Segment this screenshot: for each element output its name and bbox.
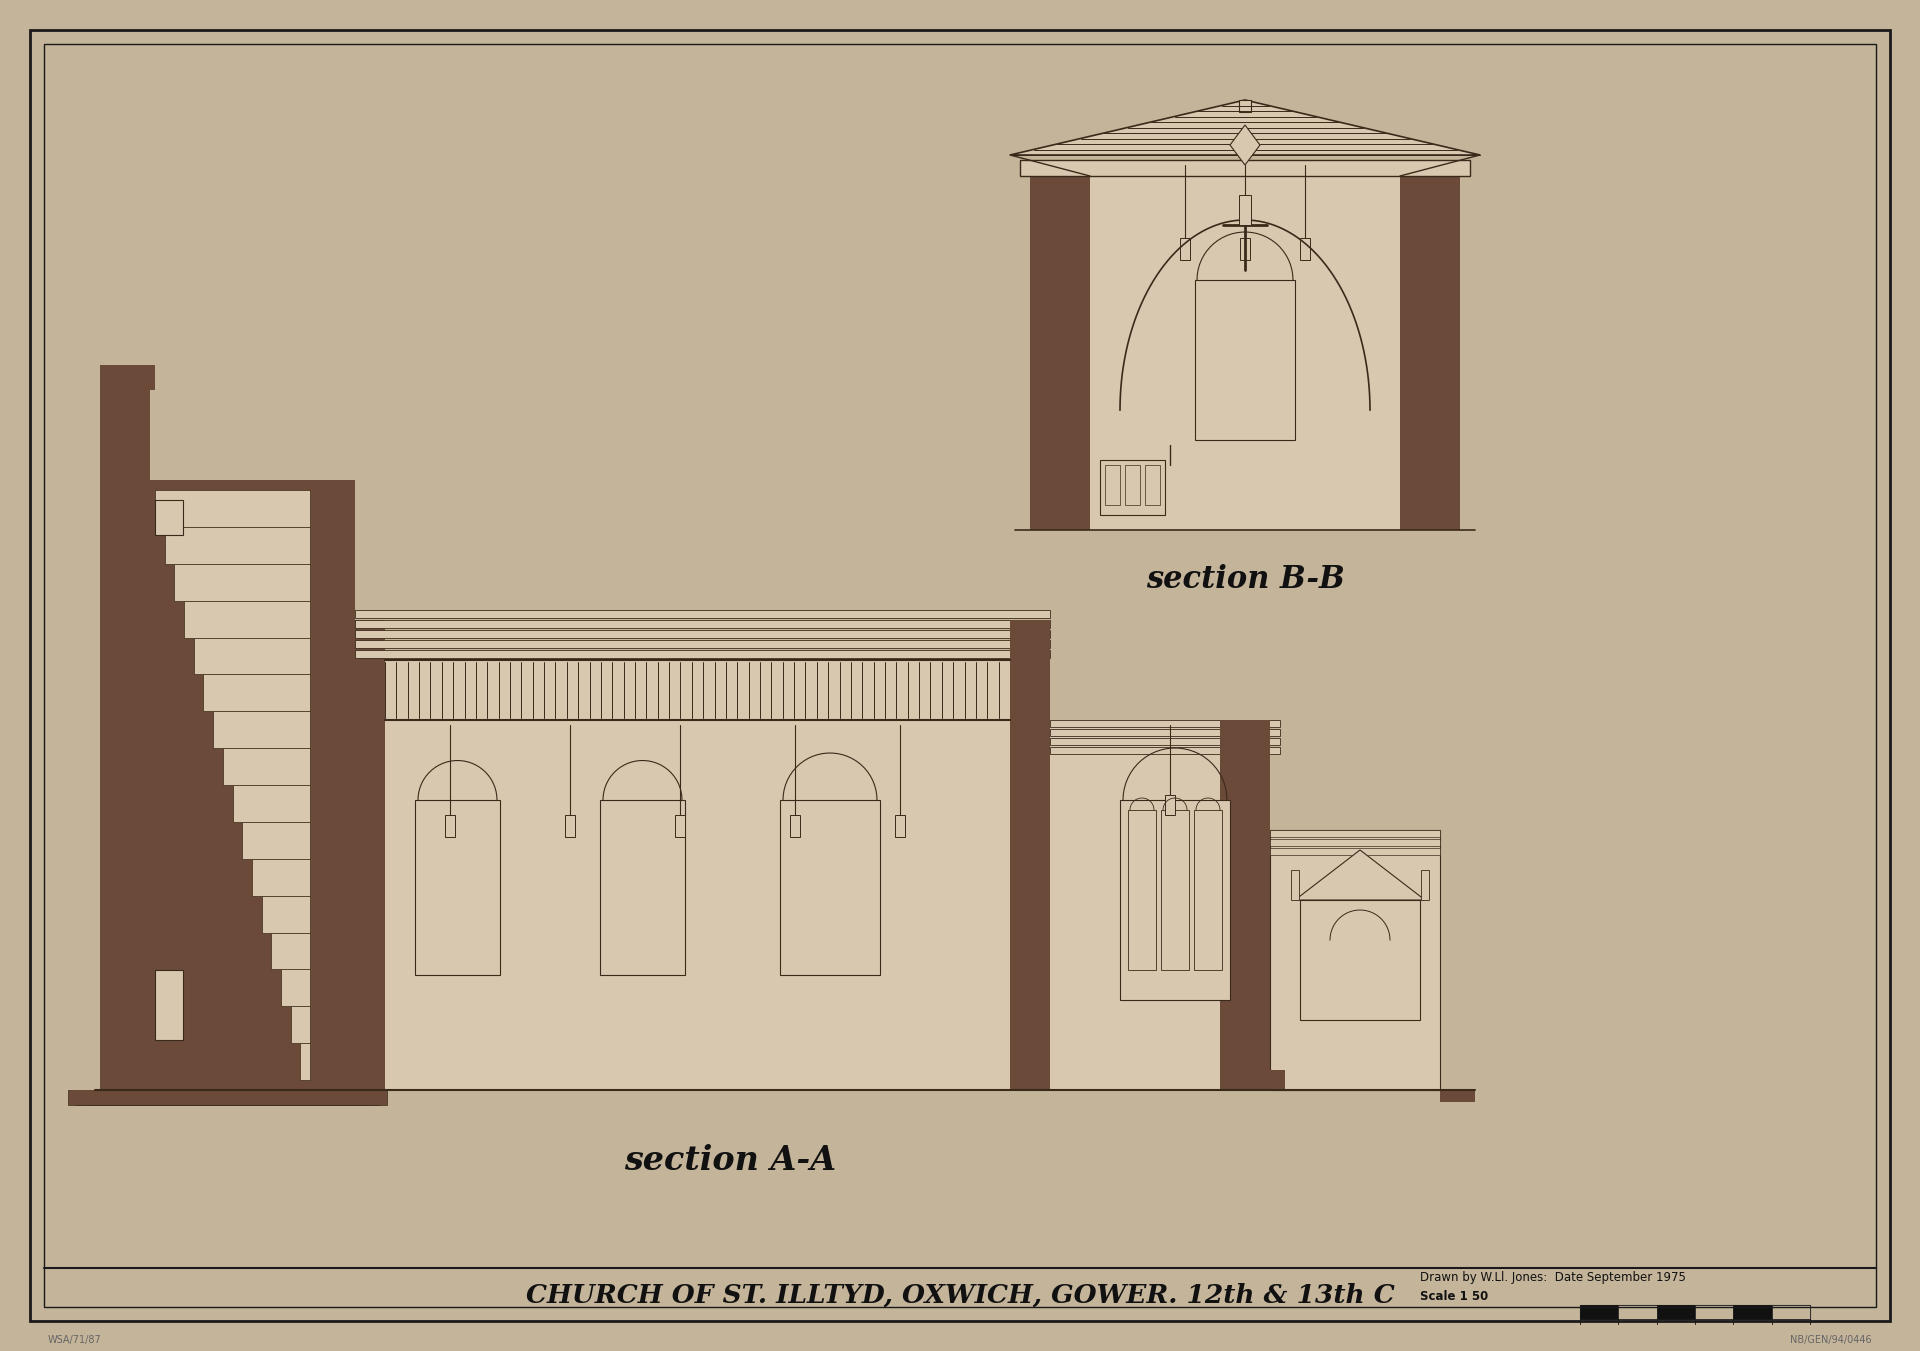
Polygon shape bbox=[1231, 126, 1260, 165]
Bar bbox=[564, 815, 574, 838]
Bar bbox=[780, 800, 879, 975]
Bar bbox=[1181, 238, 1190, 259]
Text: Scale 1 50: Scale 1 50 bbox=[1421, 1290, 1488, 1304]
Bar bbox=[1050, 720, 1281, 727]
Bar bbox=[1091, 159, 1400, 530]
Bar bbox=[100, 365, 156, 390]
Bar bbox=[271, 932, 309, 970]
Bar bbox=[1440, 1090, 1475, 1102]
Bar bbox=[1290, 870, 1300, 900]
Bar bbox=[252, 859, 309, 896]
Bar bbox=[1144, 465, 1160, 505]
Bar bbox=[355, 630, 1050, 638]
Bar bbox=[150, 480, 315, 1090]
Bar bbox=[1165, 794, 1175, 815]
Bar bbox=[67, 1090, 388, 1105]
Bar bbox=[1269, 830, 1440, 1090]
Bar bbox=[1657, 1305, 1695, 1319]
Bar bbox=[165, 527, 309, 563]
Bar bbox=[1020, 159, 1471, 176]
Bar bbox=[1619, 1305, 1657, 1319]
Bar bbox=[1269, 848, 1440, 855]
Bar bbox=[789, 815, 801, 838]
Bar bbox=[1400, 159, 1459, 530]
Bar bbox=[1125, 465, 1140, 505]
Bar bbox=[1240, 238, 1250, 259]
Bar bbox=[184, 601, 309, 638]
Bar bbox=[92, 1090, 363, 1105]
Bar bbox=[1269, 839, 1440, 846]
Bar bbox=[355, 611, 1050, 617]
Bar bbox=[1219, 720, 1269, 1090]
Bar bbox=[1029, 159, 1091, 530]
Polygon shape bbox=[1010, 100, 1480, 155]
Bar bbox=[1421, 870, 1428, 900]
Bar bbox=[1580, 1305, 1811, 1319]
Bar bbox=[1119, 800, 1231, 1000]
Bar bbox=[445, 815, 455, 838]
Bar bbox=[1300, 238, 1309, 259]
Bar bbox=[355, 650, 1050, 658]
Text: CHURCH OF ST. ILLTYD, OXWICH, GOWER. 12th & 13th C: CHURCH OF ST. ILLTYD, OXWICH, GOWER. 12t… bbox=[526, 1282, 1394, 1308]
Bar bbox=[1050, 738, 1281, 744]
Bar bbox=[1580, 1305, 1619, 1319]
Text: section A-A: section A-A bbox=[624, 1143, 835, 1177]
Bar bbox=[156, 500, 182, 535]
Bar bbox=[315, 480, 355, 1090]
Bar bbox=[1238, 100, 1252, 112]
Bar bbox=[1050, 747, 1281, 754]
Bar bbox=[1269, 1070, 1284, 1090]
Bar bbox=[386, 720, 1010, 1090]
Bar bbox=[100, 390, 150, 1090]
Bar bbox=[69, 1090, 386, 1102]
Bar bbox=[204, 674, 309, 711]
Bar bbox=[1300, 900, 1421, 1020]
Bar bbox=[156, 970, 182, 1040]
Bar bbox=[1238, 195, 1252, 226]
Polygon shape bbox=[1294, 850, 1425, 900]
Text: section B-B: section B-B bbox=[1146, 565, 1344, 596]
Bar bbox=[355, 640, 1050, 648]
Bar bbox=[300, 1043, 309, 1079]
Bar bbox=[1050, 730, 1281, 736]
Text: WSA/71/87: WSA/71/87 bbox=[48, 1335, 102, 1346]
Bar bbox=[280, 970, 309, 1006]
Bar bbox=[84, 1090, 371, 1105]
Bar bbox=[1194, 811, 1221, 970]
Bar bbox=[156, 490, 309, 527]
Bar bbox=[232, 785, 309, 821]
Bar bbox=[415, 800, 499, 975]
Bar bbox=[77, 1090, 378, 1105]
Bar bbox=[1162, 811, 1188, 970]
Bar bbox=[1772, 1305, 1811, 1319]
Bar bbox=[175, 563, 309, 601]
Bar bbox=[194, 638, 309, 674]
Bar bbox=[1106, 465, 1119, 505]
Bar bbox=[386, 661, 1010, 720]
Bar bbox=[599, 800, 685, 975]
Bar bbox=[1269, 830, 1440, 838]
Text: NB/GEN/94/0446: NB/GEN/94/0446 bbox=[1789, 1335, 1872, 1346]
Bar bbox=[676, 815, 685, 838]
Bar bbox=[1194, 280, 1294, 440]
Bar bbox=[290, 1006, 309, 1043]
Bar bbox=[355, 620, 1050, 628]
Bar bbox=[261, 896, 309, 932]
Bar bbox=[213, 711, 309, 748]
Bar bbox=[1129, 811, 1156, 970]
Bar bbox=[223, 748, 309, 785]
Bar bbox=[895, 815, 904, 838]
Bar bbox=[242, 821, 309, 859]
Bar bbox=[1050, 720, 1219, 1090]
Bar bbox=[1100, 459, 1165, 515]
Bar bbox=[355, 620, 386, 1090]
Bar bbox=[1734, 1305, 1772, 1319]
Text: Drawn by W.Ll. Jones:  Date September 1975: Drawn by W.Ll. Jones: Date September 197… bbox=[1421, 1271, 1686, 1285]
Bar bbox=[1010, 620, 1050, 1090]
Bar bbox=[1695, 1305, 1734, 1319]
